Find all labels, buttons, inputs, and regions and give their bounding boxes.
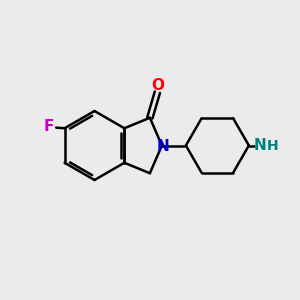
Text: H: H: [267, 139, 279, 152]
Text: F: F: [44, 119, 54, 134]
Text: N: N: [157, 139, 170, 154]
Text: N: N: [254, 138, 267, 153]
Text: O: O: [151, 78, 164, 93]
